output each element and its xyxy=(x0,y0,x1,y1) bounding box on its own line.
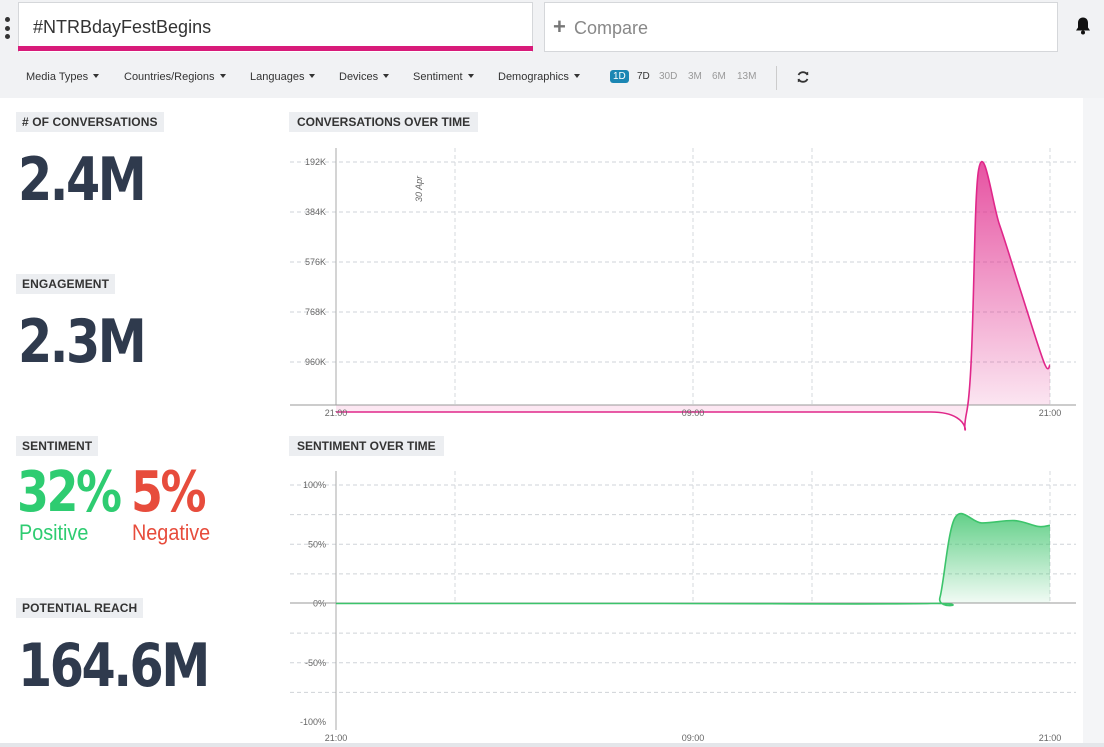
y-tick-label: -50% xyxy=(305,658,326,668)
divider xyxy=(776,66,777,90)
engagement-label: ENGAGEMENT xyxy=(16,274,116,294)
filter-devices[interactable]: Devices xyxy=(339,71,390,83)
x-tick-label: 21:00 xyxy=(1039,408,1062,418)
series-line xyxy=(336,160,1051,431)
negative-percent: 5% xyxy=(131,460,207,525)
reach-label: POTENTIAL REACH xyxy=(16,598,144,618)
range-1d[interactable]: 1D xyxy=(610,70,629,83)
caret-down-icon xyxy=(467,74,474,78)
filter-label: Media Types xyxy=(26,71,89,83)
filter-label: Languages xyxy=(250,71,305,83)
caret-down-icon xyxy=(219,74,226,78)
positive-label: Positive xyxy=(19,520,89,545)
filter-bar: Media Types Countries/Regions Languages … xyxy=(0,56,1104,98)
y-tick-label: 100% xyxy=(303,480,326,490)
conversations-chart-title: CONVERSATIONS OVER TIME xyxy=(289,112,479,132)
plus-icon: + xyxy=(553,14,566,39)
sentiment-chart-title: SENTIMENT OVER TIME xyxy=(289,436,444,456)
range-6m[interactable]: 6M xyxy=(712,71,726,82)
y-tick-label: 768K xyxy=(305,307,326,317)
range-13m[interactable]: 13M xyxy=(737,71,757,82)
filter-label: Sentiment xyxy=(413,71,463,83)
area-fill xyxy=(336,161,1050,430)
caret-down-icon xyxy=(383,74,390,78)
filter-media-types[interactable]: Media Types xyxy=(26,71,100,83)
y-tick-label: 384K xyxy=(305,207,326,217)
range-7d[interactable]: 7D xyxy=(637,71,650,82)
series-line xyxy=(336,512,1051,607)
y-tick-label: -100% xyxy=(300,717,326,727)
range-30d[interactable]: 30D xyxy=(659,71,678,82)
filter-sentiment[interactable]: Sentiment xyxy=(413,71,474,83)
search-input[interactable]: #NTRBdayFestBegins xyxy=(18,2,533,52)
scroll-gutter xyxy=(1083,98,1104,747)
range-3m[interactable]: 3M xyxy=(688,71,702,82)
filter-label: Demographics xyxy=(498,71,569,83)
bottom-edge xyxy=(0,743,1104,747)
dashboard-panel xyxy=(0,98,1083,743)
x-tick-label: 21:00 xyxy=(1039,733,1062,743)
search-underline xyxy=(18,46,533,51)
refresh-icon[interactable] xyxy=(796,70,810,84)
x-tick-label: 21:00 xyxy=(325,408,348,418)
x-tick-label: 21:00 xyxy=(325,733,348,743)
top-bar: #NTRBdayFestBegins + Compare xyxy=(0,0,1104,56)
filter-countries-regions[interactable]: Countries/Regions xyxy=(124,71,226,83)
engagement-value: 2.3M xyxy=(18,307,147,377)
more-options-icon[interactable] xyxy=(3,17,11,39)
date-annotation: 30 Apr xyxy=(414,175,424,202)
filter-label: Countries/Regions xyxy=(124,71,215,83)
conversations-label: # OF CONVERSATIONS xyxy=(16,112,164,132)
filter-demographics[interactable]: Demographics xyxy=(498,71,580,83)
x-tick-label: 09:00 xyxy=(682,408,705,418)
search-query: #NTRBdayFestBegins xyxy=(33,17,212,37)
y-tick-label: 960K xyxy=(305,357,326,367)
compare-placeholder: Compare xyxy=(574,18,649,38)
compare-input[interactable]: + Compare xyxy=(544,2,1058,52)
sentiment-label: SENTIMENT xyxy=(16,436,99,456)
reach-value: 164.6M xyxy=(18,631,210,701)
positive-percent: 32% xyxy=(17,460,122,525)
caret-down-icon xyxy=(573,74,580,78)
caret-down-icon xyxy=(309,74,316,78)
filter-languages[interactable]: Languages xyxy=(250,71,316,83)
bell-icon[interactable] xyxy=(1074,16,1092,36)
y-tick-label: 192K xyxy=(305,157,326,167)
conversations-value: 2.4M xyxy=(18,145,147,215)
y-tick-label: 576K xyxy=(305,257,326,267)
x-tick-label: 09:00 xyxy=(682,733,705,743)
caret-down-icon xyxy=(93,74,100,78)
y-tick-label: 50% xyxy=(308,539,326,549)
filter-label: Devices xyxy=(339,71,379,83)
negative-label: Negative xyxy=(132,520,211,545)
